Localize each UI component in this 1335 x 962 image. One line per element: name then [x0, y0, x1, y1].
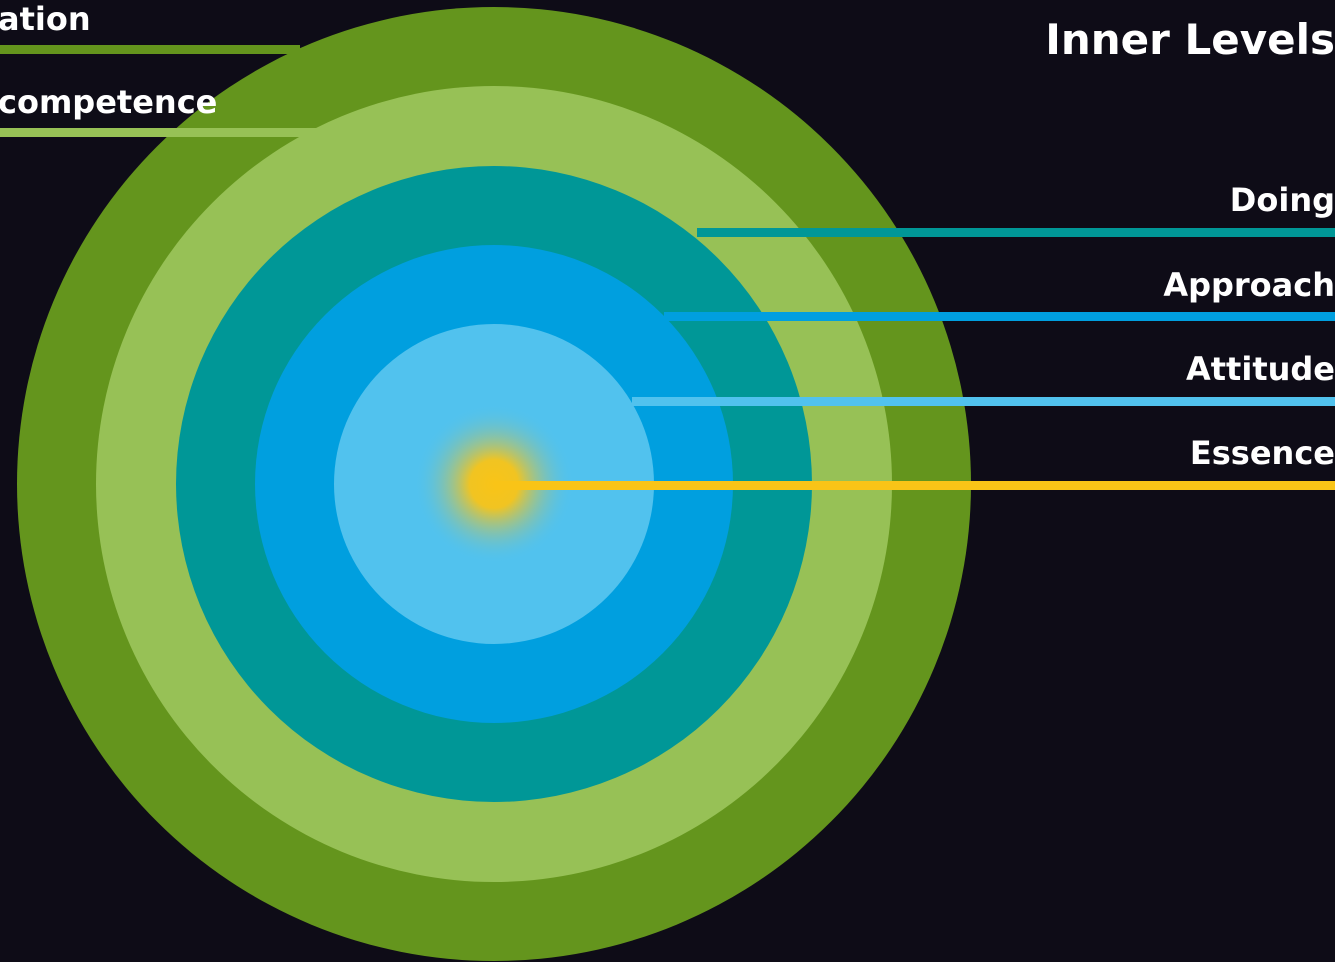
outer-label-1: ation	[0, 0, 91, 38]
inner-label-essence: Essence	[1190, 434, 1335, 472]
diagram-title: Inner Levels	[1045, 15, 1335, 64]
outer-label-2: competence	[0, 83, 217, 121]
leader-line-doing	[697, 228, 1335, 237]
leader-line-outer-1	[0, 45, 300, 54]
leader-line-outer-2	[0, 128, 318, 137]
inner-label-doing: Doing	[1230, 181, 1335, 219]
inner-label-attitude: Attitude	[1186, 350, 1335, 388]
leader-line-approach	[664, 312, 1335, 321]
leader-line-essence	[494, 481, 1335, 490]
leader-line-attitude	[632, 397, 1335, 406]
inner-label-approach: Approach	[1163, 266, 1335, 304]
